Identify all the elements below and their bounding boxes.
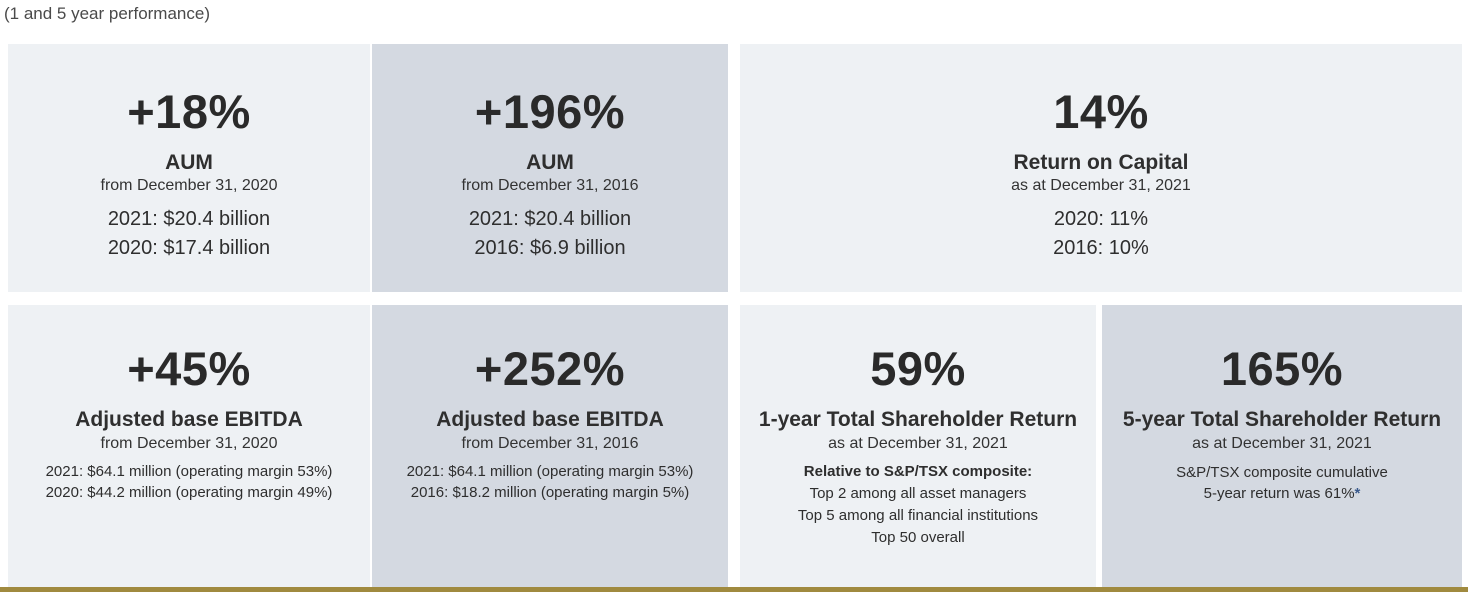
metric-detail-line: Top 5 among all financial institutions [797, 507, 1039, 524]
metric-card-aum-1yr: +18% AUM from December 31, 2020 2021: $2… [8, 44, 370, 292]
metric-detail-line: 2021: $64.1 million (operating margin 53… [45, 463, 333, 480]
metric-heading: 1-year Total Shareholder Return [758, 408, 1078, 431]
metric-card-aum-5yr: +196% AUM from December 31, 2016 2021: $… [372, 44, 728, 292]
metric-detail-line: 5-year return was 61%* [1102, 483, 1462, 504]
metric-subheading: as at December 31, 2021 [1192, 435, 1372, 452]
metric-card-ebitda-1yr: +45% Adjusted base EBITDA from December … [8, 305, 370, 587]
gold-divider-rule [0, 587, 1468, 592]
metric-detail-line: S&P/TSX composite cumulative [1176, 464, 1388, 481]
metric-subheading: from December 31, 2020 [100, 435, 278, 452]
metric-detail-line: 2016: $6.9 billion [474, 237, 626, 259]
metric-subheading: from December 31, 2020 [100, 177, 278, 194]
metric-subheading: from December 31, 2016 [461, 177, 639, 194]
metric-detail-text: 5-year return was 61% [1203, 485, 1355, 502]
metric-detail-line: Top 50 overall [871, 529, 965, 546]
metric-detail-heading: Relative to S&P/TSX composite: [803, 463, 1033, 480]
metric-detail-line: 2016: 10% [1053, 237, 1149, 259]
metric-card-tsr-5yr: 165% 5-year Total Shareholder Return as … [1102, 305, 1462, 587]
metric-heading: AUM [526, 151, 574, 174]
metric-card-ebitda-5yr: +252% Adjusted base EBITDA from December… [372, 305, 728, 587]
metric-detail-line: 2020: 11% [1053, 208, 1149, 230]
metric-detail-line: 2020: $44.2 million (operating margin 49… [45, 484, 333, 501]
metric-value: +196% [474, 85, 626, 138]
metric-detail-line: 2021: $20.4 billion [107, 208, 271, 230]
metric-value: 59% [870, 342, 966, 395]
metric-subheading: as at December 31, 2021 [1011, 177, 1191, 194]
section-subtitle: (1 and 5 year performance) [4, 4, 210, 23]
metric-detail-line: 2021: $64.1 million (operating margin 53… [406, 463, 694, 480]
metric-detail-line: 2021: $20.4 billion [468, 208, 632, 230]
metric-value: 14% [1053, 85, 1149, 138]
metric-value: +18% [127, 85, 251, 138]
metric-subheading: from December 31, 2016 [461, 435, 639, 452]
metric-detail-line: 2016: $18.2 million (operating margin 5%… [410, 484, 690, 501]
metric-value: +45% [127, 342, 251, 395]
metric-value: 165% [1220, 342, 1344, 395]
footnote-marker[interactable]: * [1354, 485, 1361, 502]
metric-heading: Return on Capital [1013, 151, 1189, 174]
metric-detail-line: Top 2 among all asset managers [809, 485, 1027, 502]
metric-detail-line: 2020: $17.4 billion [107, 237, 271, 259]
metric-heading: Adjusted base EBITDA [75, 408, 303, 431]
metric-value: +252% [474, 342, 626, 395]
metric-subheading: as at December 31, 2021 [828, 435, 1008, 452]
metric-card-return-on-capital: 14% Return on Capital as at December 31,… [740, 44, 1462, 292]
metric-heading: 5-year Total Shareholder Return [1122, 408, 1442, 431]
metric-heading: AUM [165, 151, 213, 174]
metric-card-tsr-1yr: 59% 1-year Total Shareholder Return as a… [740, 305, 1096, 587]
metric-heading: Adjusted base EBITDA [436, 408, 664, 431]
